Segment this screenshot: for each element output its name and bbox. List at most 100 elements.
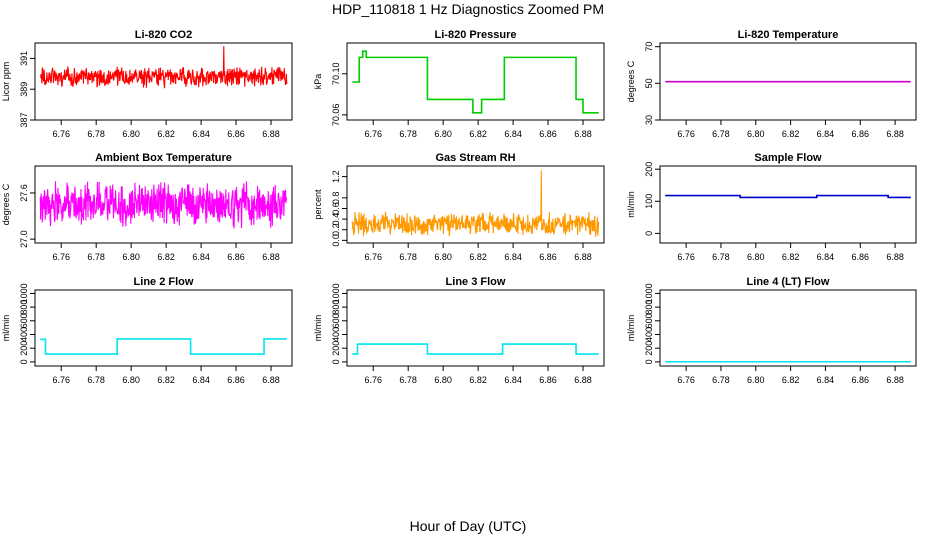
y-axis-label: degrees C — [626, 60, 636, 102]
x-tick-label: 6.80 — [122, 252, 140, 262]
y-tick-label: 389 — [19, 82, 29, 97]
panel-1: Li-820 CO2 Licor ppm 6.76 6.78 6.80 6.82 6.84 6… — [1, 29, 293, 139]
y-tick-label: 1000 — [19, 283, 29, 303]
x-tick-label: 6.80 — [747, 129, 765, 139]
y-tick-label: 0.6 — [331, 202, 341, 215]
x-tick-label: 6.88 — [574, 375, 592, 385]
y-tick-label: 100 — [644, 194, 654, 209]
x-tick-label: 6.76 — [364, 129, 382, 139]
plot-frame — [659, 289, 917, 367]
panel-7: Line 2 Flow ml/min 6.76 6.78 6.80 6.82 6.84 6.8… — [1, 276, 293, 385]
x-tick-label: 6.80 — [122, 375, 140, 385]
y-axis-label: ml/min — [626, 315, 636, 342]
x-tick-label: 6.80 — [122, 129, 140, 139]
x-tick-label: 6.78 — [712, 375, 730, 385]
y-tick-label: 400 — [644, 327, 654, 342]
x-tick-label: 6.78 — [87, 252, 105, 262]
panel-title: Gas Stream RH — [435, 152, 515, 164]
x-tick-label: 6.76 — [364, 252, 382, 262]
y-tick-label: 50 — [644, 78, 654, 88]
y-tick-label: 800 — [331, 300, 341, 315]
y-tick-label: 600 — [331, 313, 341, 328]
plot-frame — [34, 42, 293, 121]
panel-2: Li-820 Pressure kPa 6.76 6.78 6.80 6.82 6.84 6.… — [313, 29, 605, 139]
panel-title: Sample Flow — [754, 152, 822, 164]
x-tick-label: 6.88 — [886, 375, 904, 385]
y-tick-label: 70.06 — [331, 104, 341, 127]
plot-frame — [346, 289, 605, 367]
panel-8: Line 3 Flow ml/min 6.76 6.78 6.80 6.82 6.84 6.8… — [313, 276, 605, 385]
y-tick-label: 1000 — [331, 283, 341, 303]
y-tick-label: 200 — [19, 341, 29, 356]
series-line — [40, 46, 288, 89]
x-tick-label: 6.84 — [192, 129, 210, 139]
x-tick-label: 6.80 — [747, 252, 765, 262]
plot-frame — [346, 42, 605, 121]
y-tick-label: 1000 — [644, 283, 654, 303]
panel-9: Line 4 (LT) Flow ml/min 6.76 6.78 6.80 6.82 6.… — [626, 276, 917, 385]
x-tick-label: 6.86 — [227, 375, 245, 385]
x-tick-label: 6.82 — [157, 129, 175, 139]
x-tick-label: 6.88 — [262, 129, 280, 139]
y-tick-label: 27.0 — [19, 230, 29, 248]
y-tick-label: 0.0 — [331, 234, 341, 247]
plot-frame — [34, 289, 293, 367]
y-tick-label: 200 — [644, 162, 654, 177]
x-tick-label: 6.80 — [747, 375, 765, 385]
x-tick-label: 6.86 — [852, 375, 870, 385]
y-tick-label: 400 — [19, 327, 29, 342]
panel-5: Gas Stream RH percent 6.76 6.78 6.80 6.82 6.84… — [313, 152, 605, 262]
y-tick-label: 400 — [331, 327, 341, 342]
series-line — [39, 181, 288, 229]
panel-title: Line 2 Flow — [134, 276, 194, 288]
series-line — [352, 50, 599, 114]
x-tick-label: 6.76 — [677, 252, 695, 262]
panel-title: Line 3 Flow — [446, 276, 506, 288]
y-tick-label: 600 — [644, 313, 654, 328]
plot-frame — [34, 165, 293, 244]
figure-title: HDP_110818 1 Hz Diagnostics Zoomed PM — [331, 1, 605, 17]
x-tick-label: 6.88 — [262, 375, 280, 385]
x-tick-label: 6.78 — [87, 375, 105, 385]
x-tick-label: 6.86 — [852, 252, 870, 262]
x-tick-label: 6.86 — [227, 129, 245, 139]
plot-frame — [346, 165, 605, 244]
x-tick-label: 6.84 — [817, 375, 835, 385]
y-axis-label: degrees C — [1, 183, 11, 225]
x-tick-label: 6.84 — [192, 375, 210, 385]
y-tick-label: 391 — [19, 51, 29, 66]
y-tick-label: 200 — [331, 341, 341, 356]
plot-frame — [659, 165, 917, 244]
series-line — [352, 343, 599, 355]
panel-title: Li-820 Pressure — [435, 29, 517, 41]
y-tick-label: 0 — [644, 231, 654, 236]
x-tick-label: 6.82 — [469, 252, 487, 262]
x-tick-label: 6.78 — [712, 252, 730, 262]
y-axis-label: ml/min — [1, 315, 11, 342]
y-tick-label: 600 — [19, 313, 29, 328]
series-line — [40, 338, 287, 355]
y-tick-label: 1.2 — [331, 170, 341, 183]
x-tick-label: 6.80 — [434, 129, 452, 139]
x-tick-label: 6.76 — [52, 252, 70, 262]
x-tick-label: 6.82 — [157, 252, 175, 262]
y-tick-label: 0.2 — [331, 223, 341, 236]
x-tick-label: 6.80 — [434, 375, 452, 385]
x-tick-label: 6.82 — [782, 375, 800, 385]
x-tick-label: 6.78 — [399, 375, 417, 385]
x-tick-label: 6.82 — [782, 252, 800, 262]
x-tick-label: 6.86 — [539, 375, 557, 385]
panel-title: Line 4 (LT) Flow — [747, 276, 830, 288]
x-tick-label: 6.84 — [504, 252, 522, 262]
y-tick-label: 0 — [644, 359, 654, 364]
x-tick-label: 6.78 — [712, 129, 730, 139]
x-tick-label: 6.78 — [87, 129, 105, 139]
y-axis-label: Licor ppm — [1, 62, 11, 102]
x-tick-label: 6.78 — [399, 129, 417, 139]
x-tick-label: 6.78 — [399, 252, 417, 262]
y-tick-label: 30 — [644, 115, 654, 125]
y-tick-label: 70.10 — [331, 63, 341, 86]
x-axis-caption: Hour of Day (UTC) — [409, 518, 527, 534]
y-tick-label: 0 — [19, 359, 29, 364]
